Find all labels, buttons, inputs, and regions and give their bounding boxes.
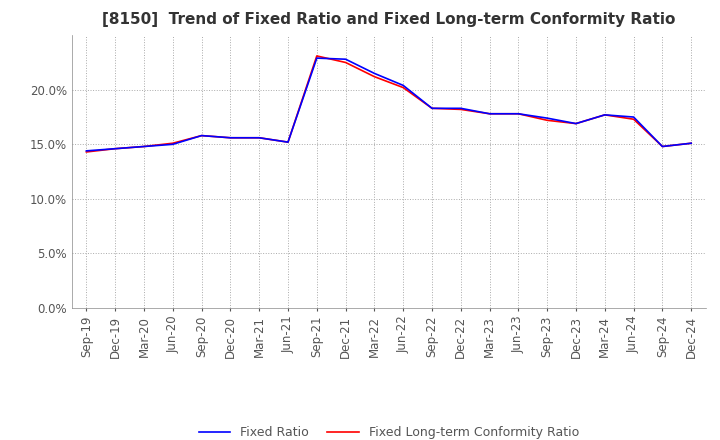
Fixed Long-term Conformity Ratio [485,111,494,117]
Fixed Ratio [428,106,436,111]
Fixed Long-term Conformity Ratio [168,141,177,146]
Fixed Ratio [140,144,148,149]
Fixed Long-term Conformity Ratio [428,106,436,111]
Fixed Long-term Conformity Ratio [226,135,235,140]
Fixed Ratio [687,141,696,146]
Fixed Long-term Conformity Ratio [255,135,264,140]
Fixed Ratio [226,135,235,140]
Fixed Long-term Conformity Ratio [111,146,120,151]
Fixed Long-term Conformity Ratio [514,111,523,117]
Fixed Ratio [485,111,494,117]
Line: Fixed Ratio: Fixed Ratio [86,58,691,151]
Fixed Long-term Conformity Ratio [370,74,379,79]
Fixed Ratio [341,57,350,62]
Fixed Ratio [543,115,552,121]
Title: [8150]  Trend of Fixed Ratio and Fixed Long-term Conformity Ratio: [8150] Trend of Fixed Ratio and Fixed Lo… [102,12,675,27]
Fixed Ratio [111,146,120,151]
Fixed Ratio [370,71,379,76]
Fixed Ratio [168,142,177,147]
Fixed Long-term Conformity Ratio [687,141,696,146]
Fixed Long-term Conformity Ratio [456,107,465,112]
Fixed Long-term Conformity Ratio [658,144,667,149]
Fixed Long-term Conformity Ratio [341,60,350,65]
Fixed Long-term Conformity Ratio [197,133,206,138]
Fixed Long-term Conformity Ratio [629,117,638,122]
Fixed Ratio [284,139,292,145]
Fixed Long-term Conformity Ratio [312,53,321,59]
Fixed Ratio [600,112,609,117]
Fixed Long-term Conformity Ratio [82,149,91,154]
Fixed Long-term Conformity Ratio [284,139,292,145]
Fixed Ratio [399,83,408,88]
Legend: Fixed Ratio, Fixed Long-term Conformity Ratio: Fixed Ratio, Fixed Long-term Conformity … [194,421,584,440]
Fixed Long-term Conformity Ratio [543,117,552,123]
Fixed Ratio [82,148,91,154]
Fixed Ratio [312,55,321,61]
Line: Fixed Long-term Conformity Ratio: Fixed Long-term Conformity Ratio [86,56,691,152]
Fixed Long-term Conformity Ratio [140,144,148,149]
Fixed Long-term Conformity Ratio [600,112,609,117]
Fixed Long-term Conformity Ratio [399,85,408,90]
Fixed Ratio [456,106,465,111]
Fixed Ratio [629,114,638,120]
Fixed Ratio [658,144,667,149]
Fixed Ratio [572,121,580,126]
Fixed Ratio [197,133,206,138]
Fixed Ratio [514,111,523,117]
Fixed Ratio [255,135,264,140]
Fixed Long-term Conformity Ratio [572,121,580,126]
